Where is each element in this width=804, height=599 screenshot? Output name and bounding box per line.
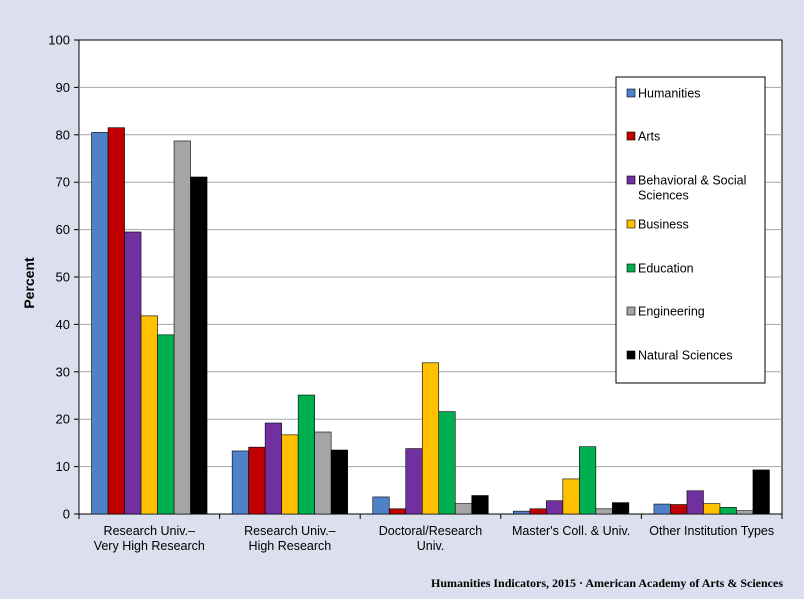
legend-swatch — [626, 175, 636, 185]
legend-label: Natural Sciences — [638, 349, 733, 363]
bar — [529, 508, 547, 515]
bar — [454, 503, 473, 515]
legend-swatch — [626, 88, 636, 98]
y-tick-label: 60 — [56, 222, 70, 237]
bar — [372, 496, 390, 515]
legend-label: Engineering — [638, 305, 705, 319]
y-tick-label: 80 — [56, 127, 70, 142]
legend-swatch — [626, 219, 636, 229]
legend: Humanities Arts Behavioral & SocialScience… — [615, 76, 766, 384]
bar — [405, 448, 423, 515]
bar — [140, 315, 158, 515]
y-axis-label: Percent — [21, 257, 37, 309]
bar — [612, 502, 630, 515]
legend-label: Sciences — [638, 189, 689, 203]
bar — [297, 394, 315, 515]
x-category-label: High Research — [249, 539, 332, 553]
legend-swatch — [626, 306, 636, 316]
bar — [388, 508, 407, 515]
x-category-label: Doctoral/Research — [379, 524, 483, 538]
bar — [719, 507, 737, 515]
bar — [157, 334, 175, 515]
bar — [562, 478, 580, 515]
y-tick-label: 70 — [56, 175, 70, 190]
bar — [686, 490, 704, 515]
bar — [736, 510, 754, 515]
y-tick-label: 10 — [56, 459, 70, 474]
bar — [513, 510, 531, 515]
x-category-label: Master's Coll. & Univ. — [512, 524, 630, 538]
bar — [653, 503, 671, 515]
x-category-label: Research Univ.– — [244, 524, 336, 538]
bar — [670, 504, 688, 515]
y-tick-label: 20 — [56, 412, 70, 427]
legend-box — [615, 76, 766, 384]
y-tick-label: 40 — [56, 317, 70, 332]
legend-label: Education — [638, 262, 694, 276]
credit-text: Humanities Indicators, 2015 · American A… — [431, 576, 783, 590]
bar — [579, 446, 597, 515]
y-tick-label: 90 — [56, 80, 70, 95]
y-tick-label: 30 — [56, 364, 70, 379]
x-category-label: Univ. — [417, 539, 445, 553]
bar — [190, 176, 208, 515]
bar — [231, 450, 249, 515]
bar — [438, 411, 456, 515]
bar — [281, 434, 299, 515]
y-tick-label: 0 — [63, 507, 70, 522]
y-tick-label: 50 — [56, 270, 70, 285]
legend-swatch — [626, 350, 636, 360]
bar — [703, 503, 721, 515]
y-tick-label: 100 — [48, 33, 70, 48]
bar — [595, 508, 613, 515]
legend-label: Humanities — [638, 87, 701, 101]
x-category-label: Other Institution Types — [649, 524, 774, 538]
legend-label: Arts — [638, 130, 660, 144]
legend-swatch — [626, 131, 636, 141]
bar — [546, 500, 564, 515]
bar — [330, 449, 348, 515]
x-category-label: Very High Research — [94, 539, 205, 553]
bars — [91, 127, 770, 515]
bar — [752, 469, 770, 515]
bar — [471, 495, 489, 515]
bar — [248, 446, 266, 515]
bar — [107, 127, 125, 515]
legend-swatch — [626, 263, 636, 273]
legend-label: Behavioral & Social — [638, 174, 746, 188]
bar — [91, 132, 109, 515]
bar — [421, 362, 440, 515]
bar — [173, 140, 191, 515]
x-category-label: Research Univ.– — [104, 524, 196, 538]
legend-label: Business — [638, 218, 689, 232]
bar — [124, 231, 142, 515]
bar — [264, 422, 282, 515]
bar — [314, 431, 332, 515]
